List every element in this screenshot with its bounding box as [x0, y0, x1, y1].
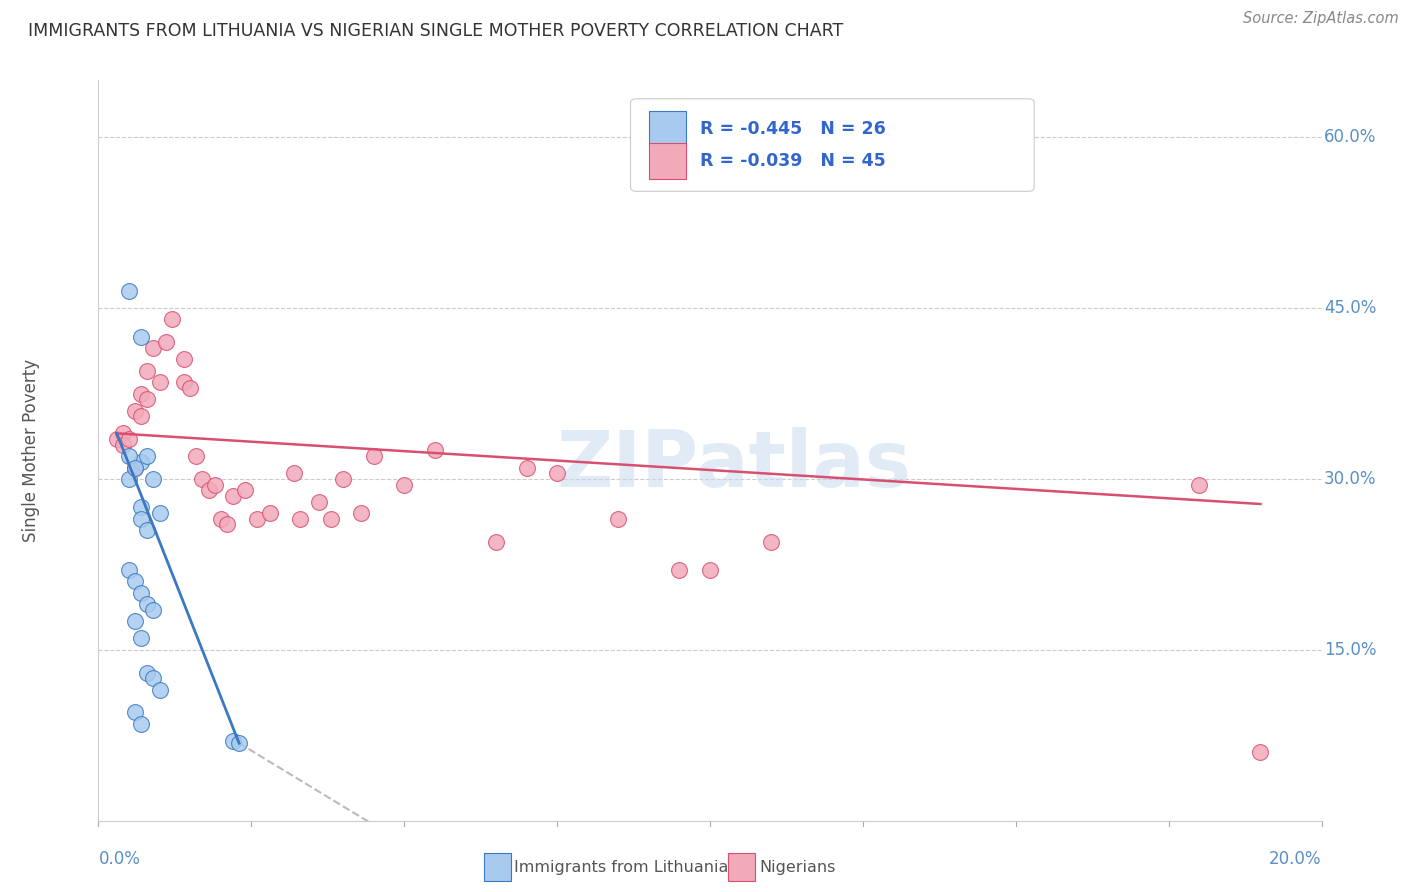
Point — [124, 460, 146, 475]
Point — [222, 489, 245, 503]
Point — [485, 534, 508, 549]
Text: 30.0%: 30.0% — [1324, 470, 1376, 488]
Point — [392, 477, 416, 491]
Point — [129, 455, 152, 469]
Point — [124, 615, 146, 629]
Point — [228, 736, 250, 750]
Point — [1188, 477, 1211, 491]
Point — [668, 563, 690, 577]
Point — [191, 472, 214, 486]
Point — [129, 386, 152, 401]
Point — [136, 392, 159, 407]
Point — [118, 472, 141, 486]
Point — [607, 512, 630, 526]
Point — [173, 352, 195, 367]
Point — [204, 477, 226, 491]
Point — [129, 632, 152, 646]
Point — [160, 312, 183, 326]
Text: Nigerians: Nigerians — [759, 860, 835, 875]
Bar — [728, 854, 755, 881]
Point — [699, 563, 721, 577]
Point — [332, 472, 354, 486]
Point — [516, 460, 538, 475]
Point — [136, 597, 159, 611]
Point — [546, 467, 568, 481]
Text: Single Mother Poverty: Single Mother Poverty — [22, 359, 41, 542]
Point — [142, 603, 165, 617]
Point — [173, 375, 195, 389]
Point — [308, 494, 330, 508]
Point — [290, 512, 312, 526]
Point — [142, 671, 165, 685]
Point — [363, 449, 385, 463]
Text: 15.0%: 15.0% — [1324, 640, 1376, 659]
FancyBboxPatch shape — [630, 99, 1035, 192]
Point — [124, 460, 146, 475]
Point — [149, 506, 172, 520]
Bar — [484, 854, 510, 881]
Point — [215, 517, 238, 532]
Point — [233, 483, 256, 498]
Point — [423, 443, 446, 458]
Text: 45.0%: 45.0% — [1324, 299, 1376, 317]
Point — [136, 364, 159, 378]
Text: 20.0%: 20.0% — [1270, 850, 1322, 868]
Text: Source: ZipAtlas.com: Source: ZipAtlas.com — [1243, 11, 1399, 26]
Point — [142, 341, 165, 355]
Text: R = -0.039   N = 45: R = -0.039 N = 45 — [700, 152, 886, 170]
Point — [118, 284, 141, 298]
Point — [283, 467, 305, 481]
Point — [105, 432, 128, 446]
Point — [129, 512, 152, 526]
Point — [129, 716, 152, 731]
Point — [124, 706, 146, 720]
Point — [246, 512, 269, 526]
Text: Immigrants from Lithuania: Immigrants from Lithuania — [515, 860, 728, 875]
Point — [136, 523, 159, 537]
Point — [149, 682, 172, 697]
Point — [350, 506, 373, 520]
Point — [222, 734, 245, 748]
Point — [111, 426, 134, 441]
Point — [197, 483, 219, 498]
Point — [136, 449, 159, 463]
Point — [129, 409, 152, 424]
Text: R = -0.445   N = 26: R = -0.445 N = 26 — [700, 120, 886, 138]
Point — [136, 665, 159, 680]
Point — [118, 432, 141, 446]
Point — [209, 512, 232, 526]
Text: 0.0%: 0.0% — [98, 850, 141, 868]
Point — [124, 574, 146, 589]
Point — [186, 449, 208, 463]
Point — [259, 506, 281, 520]
Point — [142, 472, 165, 486]
Point — [1249, 745, 1271, 759]
Point — [129, 586, 152, 600]
Point — [155, 335, 177, 350]
Point — [118, 563, 141, 577]
Bar — [648, 112, 686, 147]
Point — [149, 375, 172, 389]
Point — [129, 329, 152, 343]
Point — [319, 512, 342, 526]
Text: ZIPatlas: ZIPatlas — [557, 427, 912, 503]
Text: IMMIGRANTS FROM LITHUANIA VS NIGERIAN SINGLE MOTHER POVERTY CORRELATION CHART: IMMIGRANTS FROM LITHUANIA VS NIGERIAN SI… — [28, 22, 844, 40]
Point — [118, 449, 141, 463]
Point — [111, 438, 134, 452]
Bar — [648, 144, 686, 178]
Point — [129, 500, 152, 515]
Point — [179, 381, 201, 395]
Point — [124, 403, 146, 417]
Point — [759, 534, 782, 549]
Text: 60.0%: 60.0% — [1324, 128, 1376, 146]
